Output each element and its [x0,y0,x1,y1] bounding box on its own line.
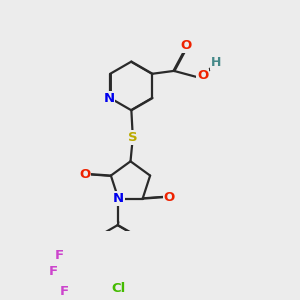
Text: F: F [60,285,69,298]
Text: O: O [197,69,208,82]
Text: H: H [211,56,221,69]
Text: F: F [49,266,58,278]
Text: O: O [181,40,192,52]
Text: S: S [128,131,138,144]
Text: N: N [113,192,124,205]
Text: F: F [54,249,63,262]
Text: N: N [103,92,114,105]
Text: O: O [79,168,90,181]
Text: Cl: Cl [111,282,125,295]
Text: O: O [164,191,175,204]
